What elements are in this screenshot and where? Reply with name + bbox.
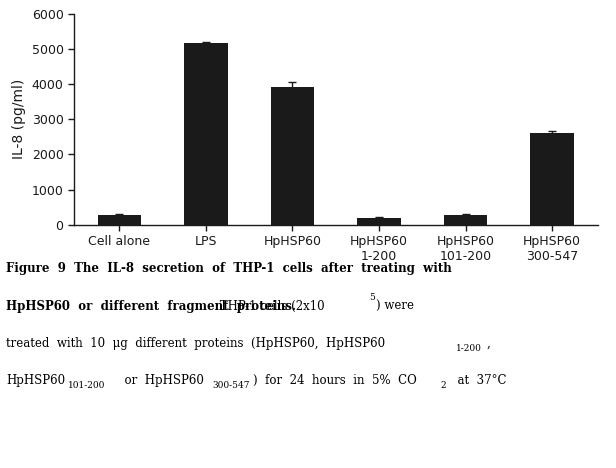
Text: treated  with  10  μg  different  proteins  (HpHSP60,  HpHSP60: treated with 10 μg different proteins (H… xyxy=(6,337,385,350)
Text: at  37°C: at 37°C xyxy=(450,374,506,388)
Bar xyxy=(530,133,573,225)
Text: 101-200: 101-200 xyxy=(68,381,105,390)
Text: 5: 5 xyxy=(370,292,376,301)
Text: ) were: ) were xyxy=(376,300,414,313)
Text: Figure  9  The  IL-8  secretion  of  THP-1  cells  after  treating  with: Figure 9 The IL-8 secretion of THP-1 cel… xyxy=(6,262,452,275)
Text: HpHSP60: HpHSP60 xyxy=(6,374,65,388)
Text: HpHSP60  or  different  fragment  proteins.: HpHSP60 or different fragment proteins. xyxy=(6,300,296,313)
Bar xyxy=(271,87,314,225)
Bar xyxy=(98,215,141,225)
Bar xyxy=(444,215,487,225)
Text: ,: , xyxy=(487,337,490,350)
Y-axis label: IL-8 (pg/ml): IL-8 (pg/ml) xyxy=(12,79,26,160)
Text: 1-200: 1-200 xyxy=(456,344,482,353)
Bar xyxy=(357,218,400,225)
Text: 2: 2 xyxy=(440,381,446,390)
Text: 300-547: 300-547 xyxy=(213,381,250,390)
Text: THP-1 cells (2x10: THP-1 cells (2x10 xyxy=(216,300,324,313)
Text: or  HpHSP60: or HpHSP60 xyxy=(117,374,204,388)
Text: )  for  24  hours  in  5%  CO: ) for 24 hours in 5% CO xyxy=(253,374,416,388)
Bar xyxy=(184,43,227,225)
